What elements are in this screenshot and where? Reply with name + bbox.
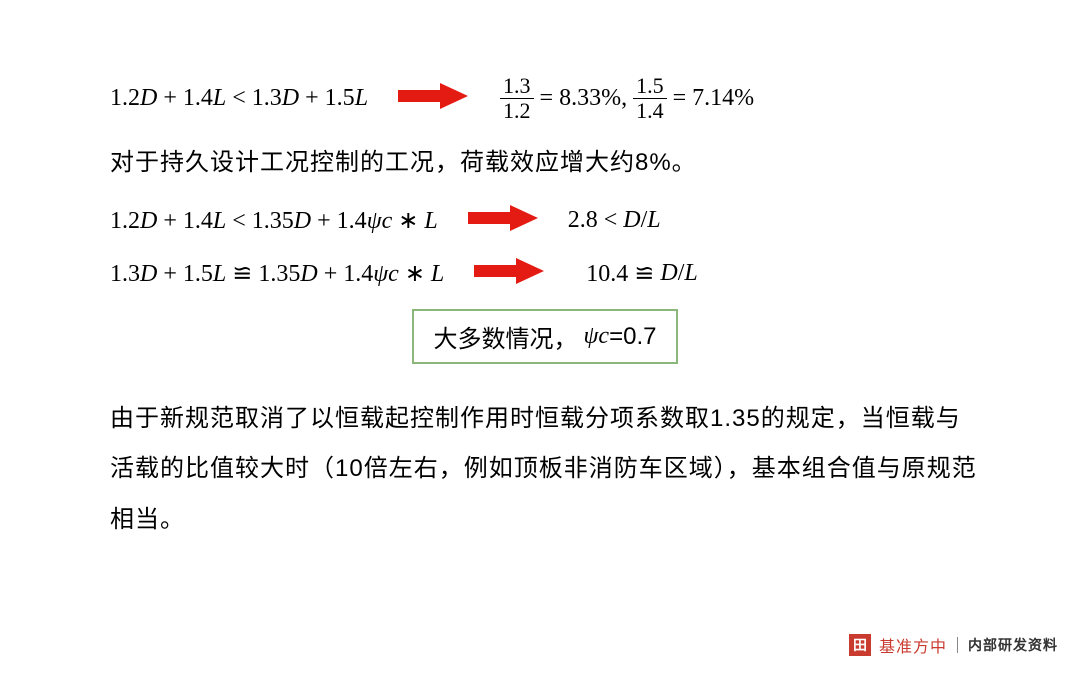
equation-row-1: 1.2D + 1.4L < 1.3D + 1.5L 1.31.2 = 8.33%… xyxy=(110,75,980,122)
box-value: =0.7 xyxy=(609,323,656,351)
equation-row-2: 1.2D + 1.4L < 1.35D + 1.4ψc ∗ L 2.8 < D … xyxy=(110,205,980,236)
equation-row-3: 1.3D + 1.5L ≌ 1.35D + 1.4ψc ∗ L 10.4 ≌ D… xyxy=(110,258,980,289)
eq2-right: 2.8 < D /L xyxy=(568,207,661,234)
arrow-icon xyxy=(398,83,468,114)
brand-name: 基准方中 xyxy=(879,633,947,657)
eq1-left: 1.2D + 1.4L < 1.3D + 1.5L xyxy=(110,85,368,112)
eq3-right: 10.4 ≌ D/L xyxy=(586,259,697,288)
footer-note: 内部研发资料 xyxy=(968,635,1058,655)
summary-text-1: 对于持久设计工况控制的工况，荷载效应增大约8%。 xyxy=(110,142,980,177)
boxed-note: 大多数情况， ψc =0.7 xyxy=(412,309,679,364)
footer: 田 基准方中 内部研发资料 xyxy=(849,633,1058,657)
eq3-left: 1.3D + 1.5L ≌ 1.35D + 1.4ψc ∗ L xyxy=(110,259,444,288)
arrow-icon xyxy=(474,258,544,289)
brand-logo-icon: 田 xyxy=(849,634,871,656)
box-psi: ψc xyxy=(584,323,610,350)
footer-divider xyxy=(957,637,958,653)
eq2-left: 1.2D + 1.4L < 1.35D + 1.4ψc ∗ L xyxy=(110,206,438,235)
eq1-right: 1.31.2 = 8.33%, 1.51.4 = 7.14% xyxy=(498,75,754,122)
conclusion-paragraph: 由于新规范取消了以恒载起控制作用时恒载分项系数取1.35的规定，当恒载与活载的比… xyxy=(110,394,980,545)
arrow-icon xyxy=(468,205,538,236)
box-prefix: 大多数情况， xyxy=(434,319,578,354)
